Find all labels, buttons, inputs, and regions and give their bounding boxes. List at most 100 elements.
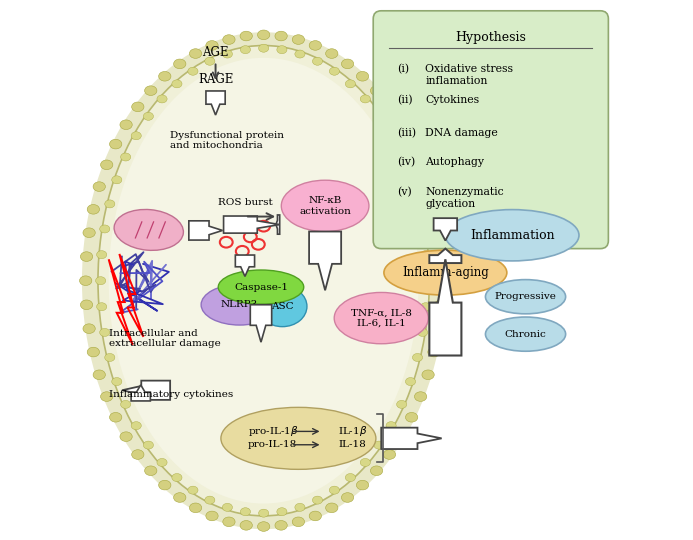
Ellipse shape — [292, 35, 304, 44]
Text: Inflammation: Inflammation — [470, 229, 554, 242]
Ellipse shape — [422, 182, 435, 191]
Ellipse shape — [275, 521, 288, 530]
Ellipse shape — [240, 31, 252, 41]
Ellipse shape — [98, 45, 430, 516]
Ellipse shape — [240, 46, 250, 53]
Text: Progressive: Progressive — [495, 292, 556, 301]
Ellipse shape — [218, 270, 304, 304]
Ellipse shape — [396, 400, 407, 408]
Ellipse shape — [258, 44, 269, 52]
Polygon shape — [434, 218, 457, 241]
Ellipse shape — [414, 392, 427, 401]
Ellipse shape — [360, 458, 370, 467]
Ellipse shape — [80, 276, 92, 286]
Text: (ii): (ii) — [397, 95, 413, 105]
Ellipse shape — [342, 492, 353, 502]
Ellipse shape — [159, 71, 171, 81]
Text: Chronic: Chronic — [505, 329, 546, 339]
Text: Autophagy: Autophagy — [425, 157, 484, 167]
Ellipse shape — [240, 521, 252, 530]
Ellipse shape — [206, 511, 218, 521]
Ellipse shape — [112, 377, 122, 386]
Ellipse shape — [446, 210, 579, 261]
Ellipse shape — [417, 225, 428, 233]
Ellipse shape — [109, 139, 122, 149]
Polygon shape — [236, 255, 254, 276]
Ellipse shape — [383, 102, 396, 112]
Ellipse shape — [342, 59, 353, 69]
Polygon shape — [206, 91, 225, 115]
Ellipse shape — [386, 132, 396, 140]
Ellipse shape — [201, 285, 278, 325]
Polygon shape — [309, 232, 341, 291]
Ellipse shape — [412, 354, 423, 361]
Ellipse shape — [109, 413, 122, 422]
Ellipse shape — [132, 102, 144, 112]
Ellipse shape — [292, 517, 304, 526]
Ellipse shape — [405, 139, 418, 149]
Ellipse shape — [313, 496, 322, 504]
Text: ROS burst: ROS burst — [218, 199, 272, 207]
Polygon shape — [276, 215, 280, 234]
Ellipse shape — [143, 441, 153, 449]
Ellipse shape — [435, 300, 447, 309]
Ellipse shape — [374, 112, 384, 120]
Text: Cytokines: Cytokines — [425, 95, 479, 105]
Ellipse shape — [100, 160, 113, 170]
Ellipse shape — [374, 441, 384, 449]
Text: IL-18: IL-18 — [338, 440, 366, 449]
Ellipse shape — [396, 153, 407, 161]
Ellipse shape — [80, 300, 93, 309]
Ellipse shape — [371, 466, 383, 476]
Ellipse shape — [174, 492, 186, 502]
Ellipse shape — [428, 347, 440, 357]
Text: Oxidative stress
inflamation: Oxidative stress inflamation — [425, 64, 513, 86]
Polygon shape — [224, 216, 280, 233]
Text: (v): (v) — [397, 187, 412, 198]
Polygon shape — [122, 381, 170, 400]
Ellipse shape — [222, 503, 232, 511]
Ellipse shape — [145, 86, 157, 96]
Text: pro-IL-1$\beta$: pro-IL-1$\beta$ — [247, 424, 299, 438]
Text: NLRP3: NLRP3 — [221, 300, 258, 309]
Ellipse shape — [277, 508, 287, 516]
Text: Intracellular and
extracellular damage: Intracellular and extracellular damage — [109, 329, 220, 348]
Ellipse shape — [221, 407, 376, 469]
Ellipse shape — [386, 422, 396, 430]
Ellipse shape — [121, 153, 131, 161]
Ellipse shape — [405, 377, 416, 386]
Ellipse shape — [275, 31, 288, 41]
Text: IL-1$\beta$: IL-1$\beta$ — [338, 424, 368, 438]
Ellipse shape — [356, 71, 369, 81]
Ellipse shape — [96, 276, 106, 285]
Ellipse shape — [422, 370, 435, 380]
Text: Caspase-1: Caspase-1 — [234, 282, 288, 292]
Text: (i): (i) — [397, 64, 410, 75]
Ellipse shape — [329, 486, 340, 494]
Ellipse shape — [83, 324, 95, 334]
Text: ASC: ASC — [271, 302, 294, 311]
Ellipse shape — [258, 522, 270, 531]
Text: AGE: AGE — [202, 46, 229, 59]
Ellipse shape — [100, 328, 109, 336]
Ellipse shape — [432, 324, 444, 334]
Ellipse shape — [428, 205, 440, 214]
Ellipse shape — [405, 413, 418, 422]
Text: NF-κB
activation: NF-κB activation — [299, 196, 351, 215]
Ellipse shape — [100, 392, 113, 401]
Ellipse shape — [121, 400, 131, 408]
Polygon shape — [250, 305, 272, 342]
Ellipse shape — [395, 120, 407, 130]
Ellipse shape — [131, 132, 141, 140]
Ellipse shape — [277, 46, 287, 53]
Ellipse shape — [96, 303, 107, 310]
Ellipse shape — [395, 432, 407, 442]
Text: Dysfunctional protein
and mitochondria: Dysfunctional protein and mitochondria — [170, 131, 284, 151]
Text: Hypothesis: Hypothesis — [455, 31, 526, 44]
Ellipse shape — [295, 503, 305, 511]
Ellipse shape — [188, 486, 198, 494]
Ellipse shape — [157, 95, 167, 103]
Ellipse shape — [100, 225, 109, 233]
Ellipse shape — [258, 286, 307, 327]
Ellipse shape — [189, 49, 202, 58]
